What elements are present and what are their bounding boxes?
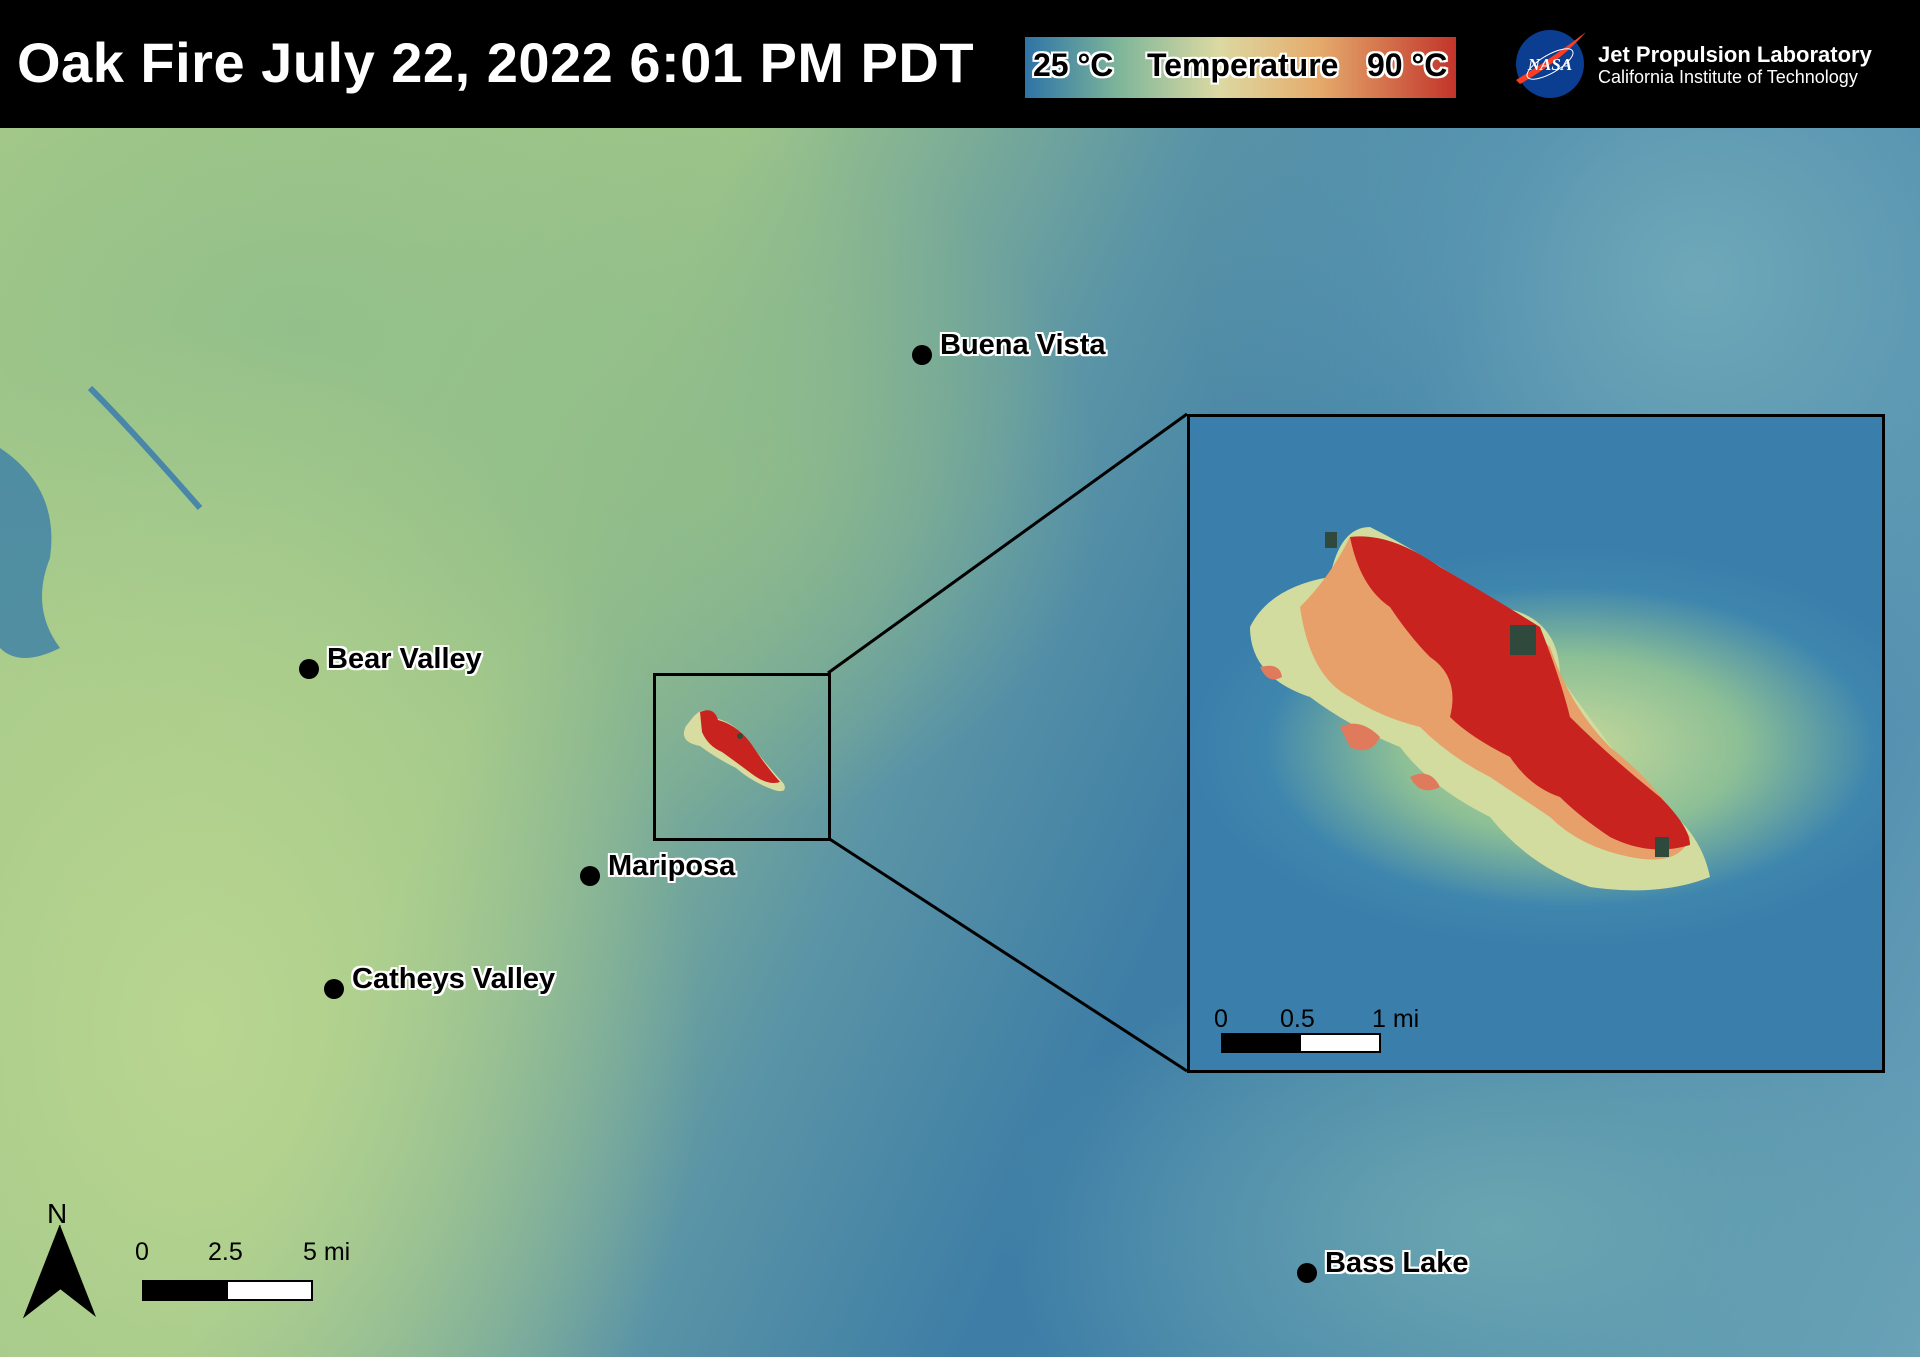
north-label: N — [47, 1198, 68, 1229]
town-label: Bass Lake — [1325, 1247, 1469, 1279]
legend-min-label: 25 °C — [1033, 47, 1114, 83]
scale-label: 2.5 — [208, 1238, 243, 1266]
fire-perimeter-detail — [1250, 527, 1710, 891]
scale-label: 5 mi — [303, 1238, 351, 1266]
inset-scale-label: 1 mi — [1372, 1005, 1420, 1033]
inset-scale-label: 0 — [1214, 1005, 1228, 1033]
town-marker — [580, 866, 600, 886]
town-marker — [324, 979, 344, 999]
scale-label: 0 — [135, 1238, 149, 1266]
header-bar: Oak Fire July 22, 2022 6:01 PM PDT 25 °C… — [0, 0, 1920, 128]
town-label: Bear Valley — [327, 643, 482, 675]
town-label: Buena Vista — [940, 329, 1106, 361]
org-subtitle: California Institute of Technology — [1598, 67, 1858, 87]
legend-title: Temperature — [1147, 47, 1339, 83]
fire-locator-box — [653, 673, 831, 841]
fire-perimeter-small — [683, 710, 785, 792]
nasa-logo: NASA — [1516, 30, 1586, 98]
inset-connector-lines — [827, 412, 1188, 1073]
org-name: Jet Propulsion Laboratory — [1598, 42, 1872, 67]
town-marker — [1297, 1263, 1317, 1283]
scale-bar — [142, 1280, 313, 1301]
town-marker — [299, 659, 319, 679]
svg-text:NASA: NASA — [1527, 55, 1572, 74]
town-label: Mariposa — [608, 850, 736, 882]
map-title: Oak Fire July 22, 2022 6:01 PM PDT — [17, 31, 975, 94]
town-marker — [912, 345, 932, 365]
temperature-legend: 25 °C Temperature 90 °C — [1025, 37, 1456, 98]
north-arrow-icon — [22, 1225, 96, 1319]
inset-scale-label: 0.5 — [1280, 1005, 1315, 1033]
legend-max-label: 90 °C — [1367, 47, 1448, 83]
fire-inset-map: 0 0.5 1 mi — [1187, 414, 1885, 1073]
thermal-map: Buena Vista Bear Valley Mariposa Catheys… — [0, 128, 1920, 1357]
inset-scale-bar — [1221, 1033, 1381, 1053]
town-label: Catheys Valley — [352, 963, 556, 995]
